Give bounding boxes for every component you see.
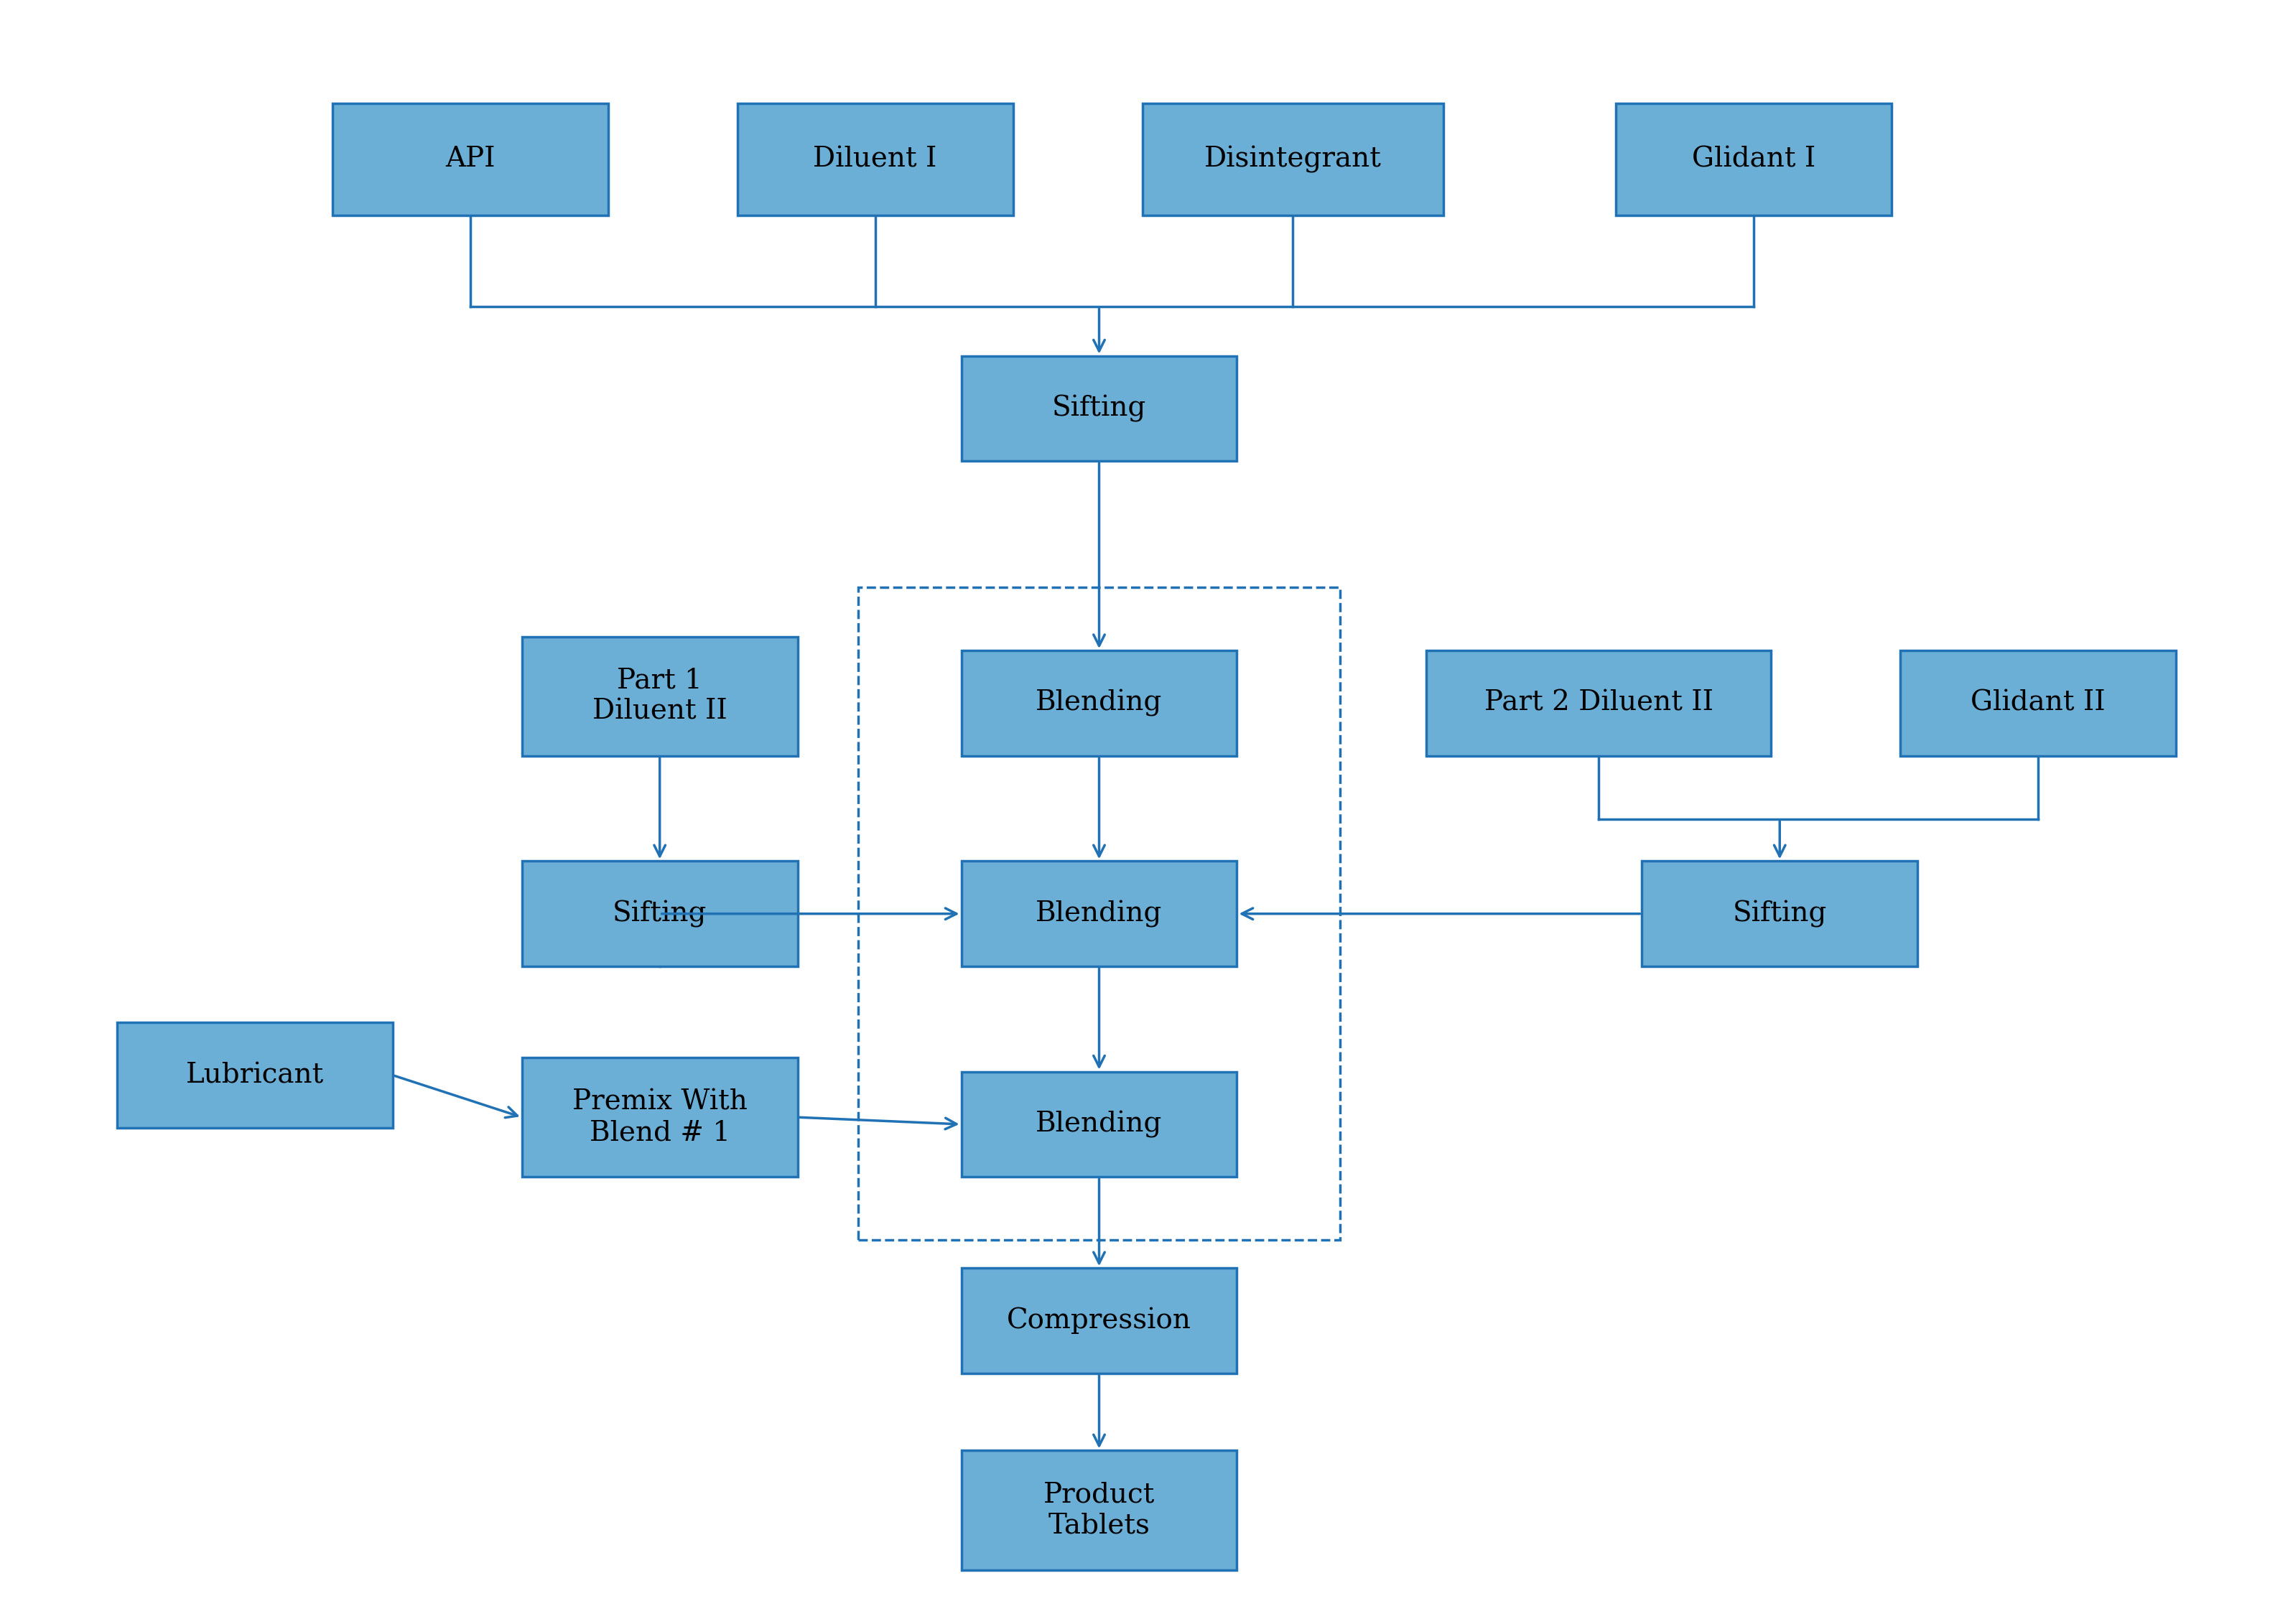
- FancyBboxPatch shape: [1142, 104, 1445, 216]
- FancyBboxPatch shape: [523, 861, 798, 966]
- FancyBboxPatch shape: [961, 1268, 1236, 1374]
- Text: API: API: [445, 146, 495, 172]
- Text: Glidant I: Glidant I: [1692, 146, 1816, 172]
- FancyBboxPatch shape: [523, 1057, 798, 1177]
- Text: Sifting: Sifting: [612, 900, 706, 927]
- Text: Diluent I: Diluent I: [814, 146, 938, 172]
- Text: Blending: Blending: [1036, 900, 1163, 927]
- FancyBboxPatch shape: [1642, 861, 1917, 966]
- Text: Product
Tablets: Product Tablets: [1043, 1481, 1156, 1540]
- FancyBboxPatch shape: [523, 637, 798, 755]
- Text: Sifting: Sifting: [1052, 395, 1146, 422]
- FancyBboxPatch shape: [961, 1450, 1236, 1570]
- Text: Disintegrant: Disintegrant: [1204, 146, 1383, 174]
- Text: Premix With
Blend # 1: Premix With Blend # 1: [573, 1088, 748, 1147]
- FancyBboxPatch shape: [961, 861, 1236, 966]
- Text: Lubricant: Lubricant: [186, 1062, 323, 1088]
- FancyBboxPatch shape: [1901, 651, 2176, 755]
- Text: Blending: Blending: [1036, 690, 1163, 716]
- Bar: [858, 588, 1341, 1241]
- FancyBboxPatch shape: [1617, 104, 1892, 216]
- Text: Blending: Blending: [1036, 1111, 1163, 1138]
- Text: Glidant II: Glidant II: [1970, 690, 2105, 716]
- Text: Part 2 Diluent II: Part 2 Diluent II: [1484, 690, 1713, 716]
- FancyBboxPatch shape: [961, 1072, 1236, 1177]
- Text: Compression: Compression: [1007, 1307, 1192, 1335]
- Text: Sifting: Sifting: [1734, 900, 1828, 927]
- FancyBboxPatch shape: [117, 1023, 392, 1127]
- FancyBboxPatch shape: [738, 104, 1014, 216]
- FancyBboxPatch shape: [332, 104, 608, 216]
- Text: Part 1
Diluent II: Part 1 Diluent II: [592, 667, 727, 724]
- FancyBboxPatch shape: [961, 651, 1236, 755]
- FancyBboxPatch shape: [961, 356, 1236, 461]
- FancyBboxPatch shape: [1426, 651, 1770, 755]
